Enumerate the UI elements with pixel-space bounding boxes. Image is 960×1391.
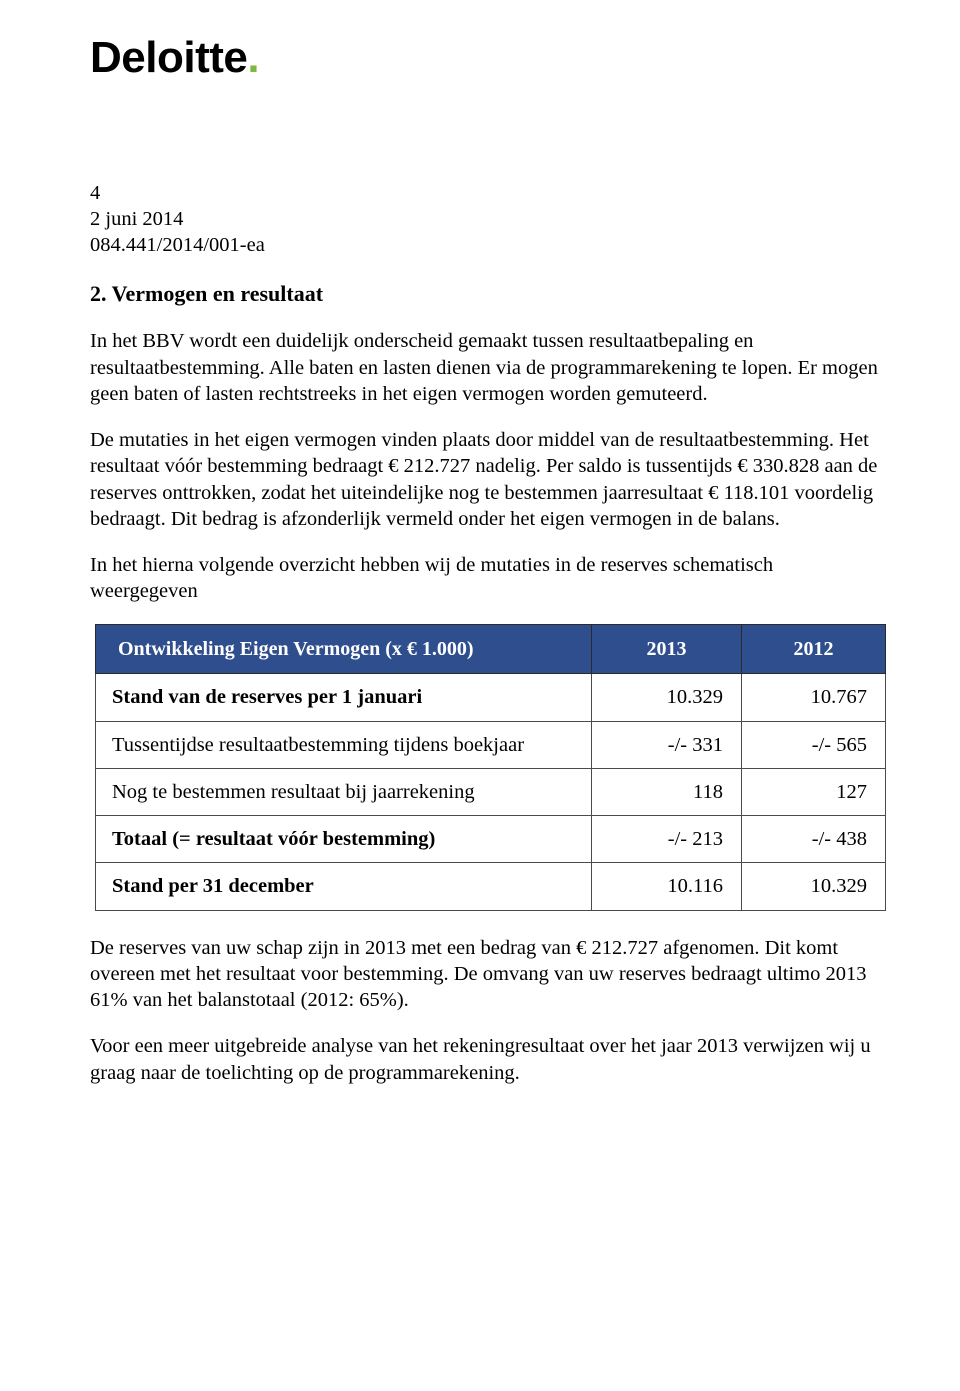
brand-logo: Deloitte.: [90, 30, 885, 86]
col-header-2013: 2013: [592, 625, 742, 674]
cell-label: Nog te bestemmen resultaat bij jaarreken…: [96, 768, 592, 815]
cell-2013: -/- 213: [592, 816, 742, 863]
table-row: Stand van de reserves per 1 januari 10.3…: [96, 674, 886, 721]
cell-2012: 10.767: [742, 674, 886, 721]
cell-label: Stand van de reserves per 1 januari: [96, 674, 592, 721]
cell-2013: 118: [592, 768, 742, 815]
table-header-row: Ontwikkeling Eigen Vermogen (x € 1.000) …: [96, 625, 886, 674]
page-number: 4: [90, 181, 885, 207]
cell-2012: -/- 438: [742, 816, 886, 863]
cell-2012: 127: [742, 768, 886, 815]
document-meta: 4 2 juni 2014 084.441/2014/001-ea: [90, 181, 885, 258]
document-page: Deloitte. 4 2 juni 2014 084.441/2014/001…: [0, 0, 960, 1146]
body-paragraph: Voor een meer uitgebreide analyse van he…: [90, 1033, 885, 1085]
table-row: Nog te bestemmen resultaat bij jaarreken…: [96, 768, 886, 815]
reserves-table: Ontwikkeling Eigen Vermogen (x € 1.000) …: [95, 624, 886, 910]
cell-2012: -/- 565: [742, 721, 886, 768]
body-paragraph: In het BBV wordt een duidelijk ondersche…: [90, 328, 885, 407]
col-header-label: Ontwikkeling Eigen Vermogen (x € 1.000): [96, 625, 592, 674]
brand-name: Deloitte: [90, 33, 247, 82]
table-row: Stand per 31 december 10.116 10.329: [96, 863, 886, 910]
cell-label: Stand per 31 december: [96, 863, 592, 910]
cell-label: Totaal (= resultaat vóór bestemming): [96, 816, 592, 863]
table-row: Tussentijdse resultaatbestemming tijdens…: [96, 721, 886, 768]
cell-2013: 10.329: [592, 674, 742, 721]
section-heading: 2. Vermogen en resultaat: [90, 280, 885, 308]
body-paragraph: In het hierna volgende overzicht hebben …: [90, 552, 885, 604]
document-reference: 084.441/2014/001-ea: [90, 233, 885, 259]
table-row: Totaal (= resultaat vóór bestemming) -/-…: [96, 816, 886, 863]
cell-2013: 10.116: [592, 863, 742, 910]
col-header-2012: 2012: [742, 625, 886, 674]
document-date: 2 juni 2014: [90, 207, 885, 233]
cell-label: Tussentijdse resultaatbestemming tijdens…: [96, 721, 592, 768]
brand-dot-icon: .: [247, 33, 259, 82]
cell-2013: -/- 331: [592, 721, 742, 768]
cell-2012: 10.329: [742, 863, 886, 910]
body-paragraph: De mutaties in het eigen vermogen vinden…: [90, 427, 885, 532]
body-paragraph: De reserves van uw schap zijn in 2013 me…: [90, 935, 885, 1014]
